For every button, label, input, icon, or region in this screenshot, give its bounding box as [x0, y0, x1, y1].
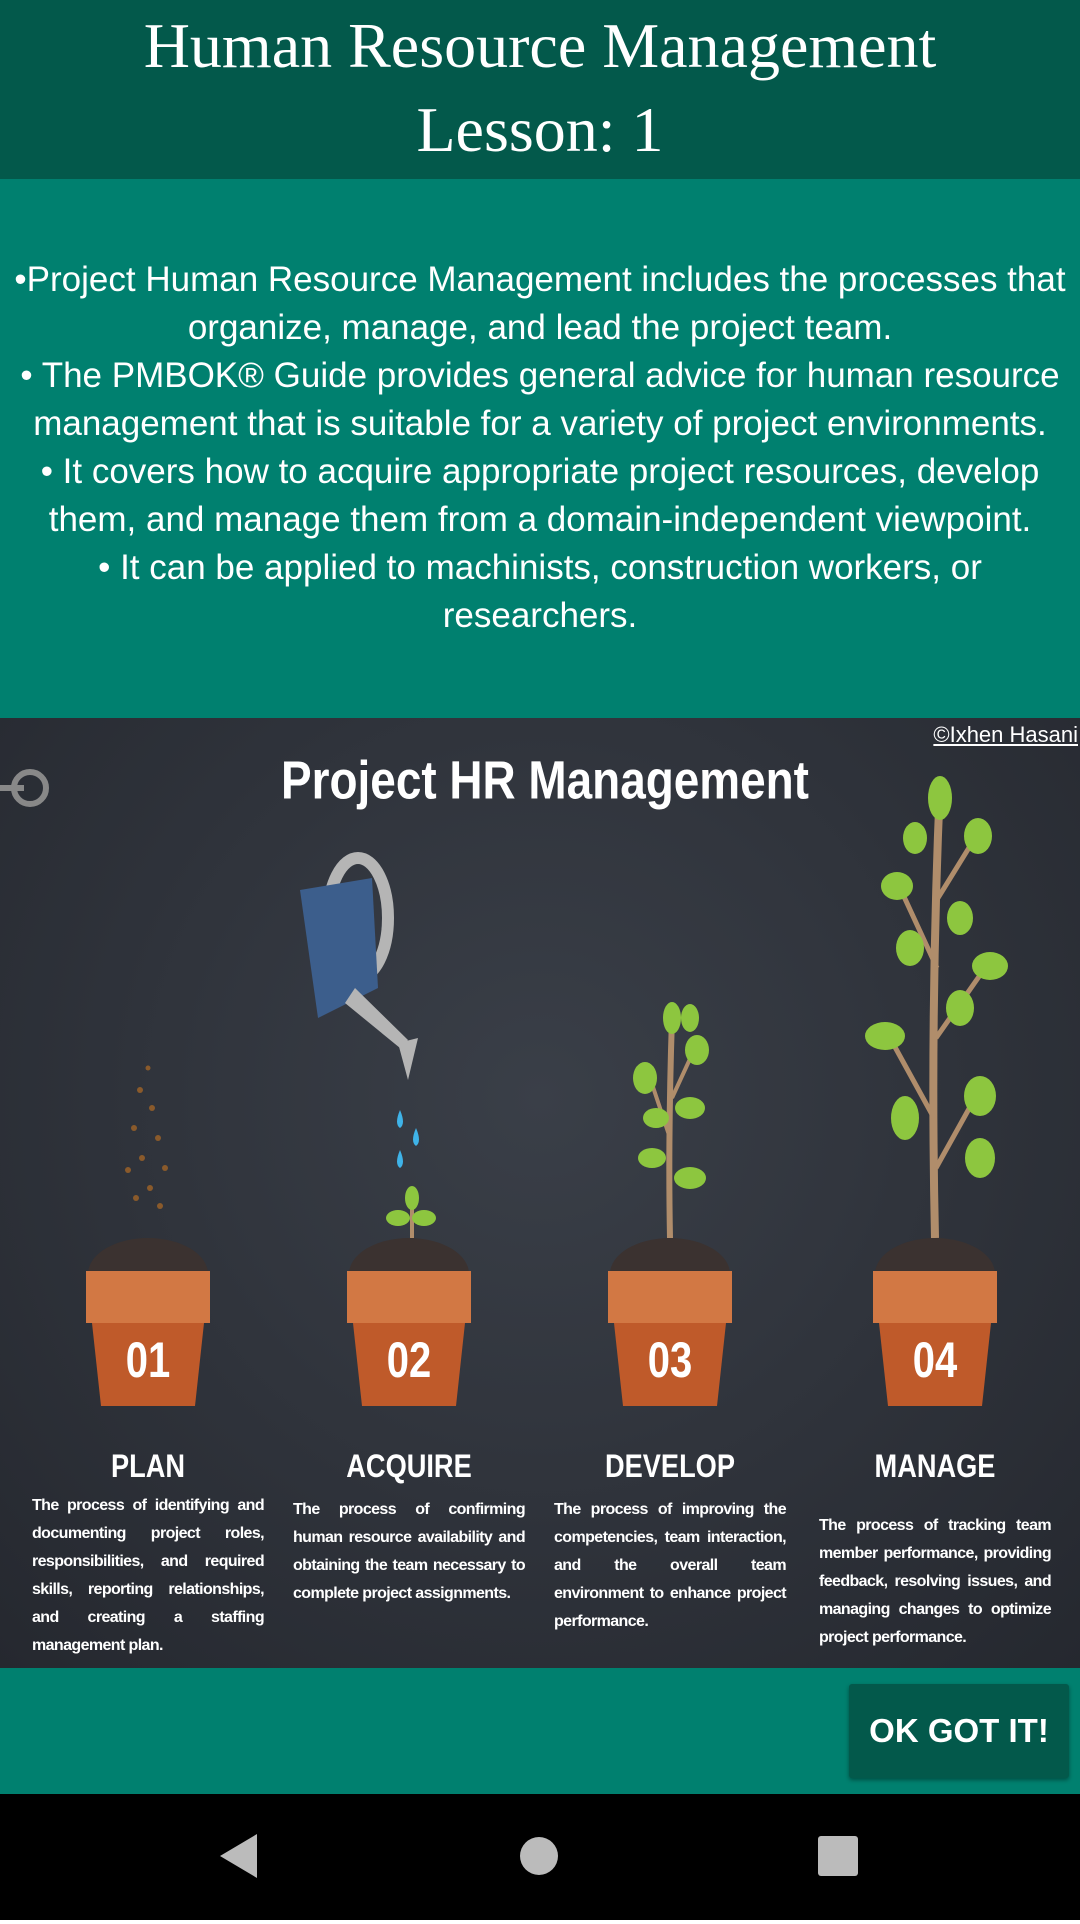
- pot-body: [614, 1323, 726, 1406]
- title-line: Human Resource Management: [143, 10, 937, 81]
- step-title: DEVELOP: [605, 1448, 735, 1484]
- step-number: 04: [913, 1332, 957, 1388]
- pot-rim: [608, 1271, 732, 1323]
- step-title: MANAGE: [874, 1448, 996, 1484]
- bullet: • The PMBOK® Guide provides general advi…: [20, 356, 1060, 443]
- infographic: Project HR Management: [0, 718, 1080, 1668]
- step-title: PLAN: [110, 1448, 186, 1484]
- back-button[interactable]: [220, 1834, 257, 1878]
- nav-icons: [220, 1834, 858, 1878]
- plant: [633, 1002, 709, 1239]
- step-title: ACQUIRE: [346, 1448, 472, 1484]
- recents-button[interactable]: [818, 1836, 858, 1876]
- step-description: The process of tracking team member perf…: [819, 1517, 1052, 1646]
- ok-button[interactable]: OK GOT IT!: [849, 1684, 1069, 1778]
- seeds: [125, 1065, 168, 1209]
- step-number: 01: [126, 1332, 170, 1388]
- plant: [865, 776, 1008, 1239]
- home-button[interactable]: [520, 1837, 558, 1875]
- step-description: The process of confirming human resource…: [293, 1501, 526, 1602]
- bullet: • It covers how to acquire appropriate p…: [40, 452, 1040, 539]
- watering-can: [300, 852, 419, 1168]
- pot-body: [353, 1323, 465, 1406]
- step-description: The process of improving the competencie…: [554, 1501, 787, 1630]
- step-number: 03: [648, 1332, 692, 1388]
- lesson-text: •Project Human Resource Management inclu…: [0, 179, 1080, 718]
- step-description: The process of identifying and documenti…: [32, 1497, 265, 1654]
- step-number: 02: [387, 1332, 431, 1388]
- bottom-bar: OK GOT IT!: [0, 1668, 1080, 1794]
- bullet: •Project Human Resource Management inclu…: [14, 260, 1066, 347]
- illustration: Project HR Management: [0, 750, 1008, 1406]
- infographic-title: Project HR Management: [281, 750, 809, 810]
- pot-rim: [86, 1271, 210, 1323]
- navigation-bar: [0, 1794, 1080, 1920]
- bullet: • It can be applied to machinists, const…: [98, 548, 982, 635]
- header: Human Resource Management Lesson: 1: [0, 0, 1080, 179]
- pot-body: [879, 1323, 991, 1406]
- title-line: Lesson: 1: [416, 94, 664, 165]
- pot-rim: [873, 1271, 997, 1323]
- pot-body: [92, 1323, 204, 1406]
- sprout: [386, 1186, 436, 1238]
- credit: ©Ixhen Hasani: [933, 722, 1078, 747]
- pot-rim: [347, 1271, 471, 1323]
